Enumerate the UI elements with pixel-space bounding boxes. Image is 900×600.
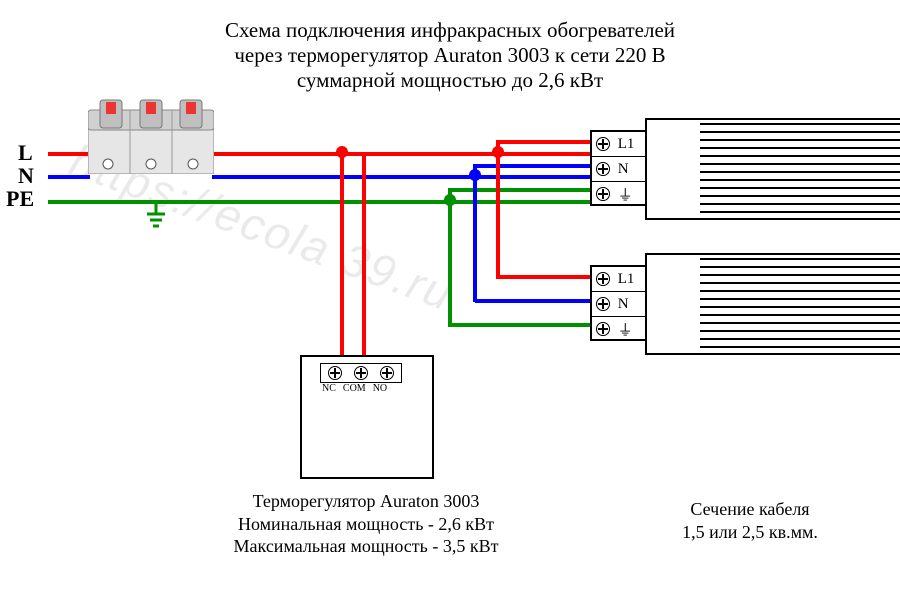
wire-PE-drop — [448, 200, 452, 327]
thermo-NC: NC — [322, 383, 336, 394]
screw-icon — [328, 366, 342, 380]
screw-icon — [596, 187, 610, 201]
ground-symbol — [147, 204, 165, 237]
screw-icon — [596, 297, 610, 311]
wire-N-drop — [473, 175, 477, 302]
wire-PE-main — [48, 200, 592, 204]
heater1-N-label: N — [614, 161, 647, 178]
heater2-fins — [700, 253, 900, 351]
wire-N-in — [48, 175, 90, 179]
wire-L-drop — [496, 152, 500, 279]
wire-NO-up — [362, 152, 366, 367]
screw-icon — [596, 272, 610, 286]
circuit-breaker — [88, 98, 214, 174]
thermostat-terminals — [320, 363, 402, 383]
wire-PE-h2 — [450, 323, 592, 327]
cable-note: Сечение кабеля 1,5 или 2,5 кв.мм. — [620, 498, 880, 543]
title-line2: через терморегулятор Auraton 3003 к сети… — [234, 43, 665, 67]
screw-icon — [380, 366, 394, 380]
wire-PE-h1 — [450, 188, 592, 192]
wire-N-h1 — [475, 164, 592, 168]
cable-note-l1: Сечение кабеля — [690, 499, 809, 519]
screw-icon — [354, 366, 368, 380]
heater1-fins — [700, 118, 900, 216]
screw-icon — [596, 322, 610, 336]
thermo-COM: COM — [343, 383, 366, 394]
wire-L-h2 — [498, 275, 592, 279]
wire-L-h1 — [498, 140, 592, 144]
thermostat-spec: Терморегулятор Auraton 3003 Номинальная … — [190, 490, 542, 558]
wire-L-in — [48, 152, 90, 156]
diagram-title: Схема подключения инфракрасных обогреват… — [0, 18, 900, 94]
heater1-terminal-block: L1 N ⏚ — [590, 130, 649, 206]
screw-icon — [596, 162, 610, 176]
wire-L-to-COM — [340, 152, 344, 367]
thermo-line2: Номинальная мощность - 2,6 кВт — [238, 514, 494, 534]
cable-note-l2: 1,5 или 2,5 кв.мм. — [682, 522, 818, 542]
heater2-L-label: L1 — [614, 271, 647, 288]
wire-N-main — [212, 175, 592, 179]
wire-L-main — [212, 152, 592, 156]
wire-N-h2 — [475, 299, 592, 303]
heater2-terminal-block: L1 N ⏚ — [590, 265, 649, 341]
thermo-line3: Максимальная мощность - 3,5 кВт — [234, 536, 499, 556]
label-PE: PE — [6, 186, 34, 212]
title-line3: суммарной мощностью до 2,6 кВт — [297, 68, 603, 92]
heater1-L-label: L1 — [614, 136, 647, 153]
title-line1: Схема подключения инфракрасных обогреват… — [225, 18, 675, 42]
heater2-PE-label: ⏚ — [614, 319, 647, 340]
thermostat-terminal-labels: NC COM NO — [322, 383, 387, 394]
thermo-NO: NO — [373, 383, 387, 394]
thermo-line1: Терморегулятор Auraton 3003 — [253, 491, 480, 511]
screw-icon — [596, 137, 610, 151]
heater2-N-label: N — [614, 296, 647, 313]
heater1-PE-label: ⏚ — [614, 184, 647, 205]
